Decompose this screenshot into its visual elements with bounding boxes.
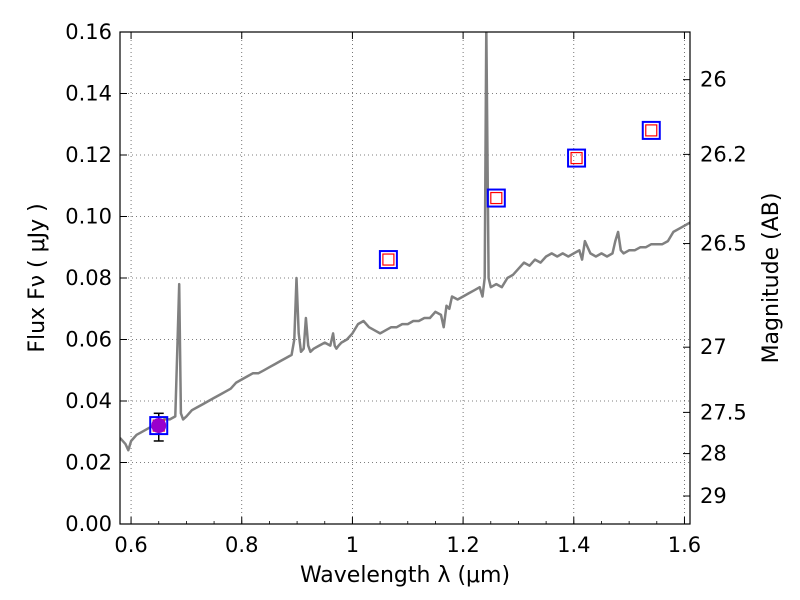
y-tick-label: 0.14 xyxy=(65,82,112,106)
photometry-square-inner xyxy=(382,253,395,266)
y-tick-label: 0.16 xyxy=(65,20,112,44)
model-spectrum-line xyxy=(120,32,690,452)
y2-tick-label: 29 xyxy=(700,484,727,508)
photometry-square-outer xyxy=(378,250,398,270)
photometry-square-inner xyxy=(490,191,503,205)
series-layer xyxy=(120,32,690,452)
grid-layer xyxy=(120,31,690,525)
photometry-square-inner xyxy=(645,124,658,137)
y-tick-label: 0.02 xyxy=(65,451,112,475)
photometry-square-outer xyxy=(149,416,169,436)
observed-point-marker xyxy=(151,418,167,434)
x-tick-label: 1.2 xyxy=(446,533,479,557)
y-tick-label: 0.10 xyxy=(65,205,112,229)
y-tick-label: 0.00 xyxy=(65,512,112,536)
y-tick-label: 0.08 xyxy=(65,266,112,290)
y2-axis-label: Magnitude (AB) xyxy=(759,193,784,364)
x-tick-label: 1 xyxy=(346,533,359,557)
x-tick-label: 1.6 xyxy=(668,533,701,557)
x-tick-label: 1.4 xyxy=(557,533,590,557)
y-tick-label: 0.12 xyxy=(65,143,112,167)
photometry-square-inner xyxy=(570,151,583,165)
x-axis-label: Wavelength λ (μm) xyxy=(300,563,510,588)
photometry-square-outer xyxy=(486,188,506,208)
x-tick-label: 0.8 xyxy=(225,533,258,557)
x-tick-label: 0.6 xyxy=(114,533,147,557)
y2-tick-label: 28 xyxy=(700,442,727,466)
y2-tick-label: 27 xyxy=(700,335,727,359)
y-axis-label: Flux Fν ( μJy ) xyxy=(25,203,50,352)
y2-tick-label: 26.5 xyxy=(700,232,747,256)
y-tick-label: 0.04 xyxy=(65,389,112,413)
ticks-layer: 0.6 0.8 1 1.2 1.4 1.6 0.00 0.02 0.04 0.06 0.08 0.10… xyxy=(65,20,747,557)
y-tick-label: 0.06 xyxy=(65,328,112,352)
y2-tick-label: 27.5 xyxy=(700,400,747,424)
y2-tick-label: 26 xyxy=(700,68,727,92)
photometry-square-outer xyxy=(641,120,661,140)
y2-tick-label: 26.2 xyxy=(700,142,747,166)
photometry-square-outer xyxy=(567,148,587,168)
